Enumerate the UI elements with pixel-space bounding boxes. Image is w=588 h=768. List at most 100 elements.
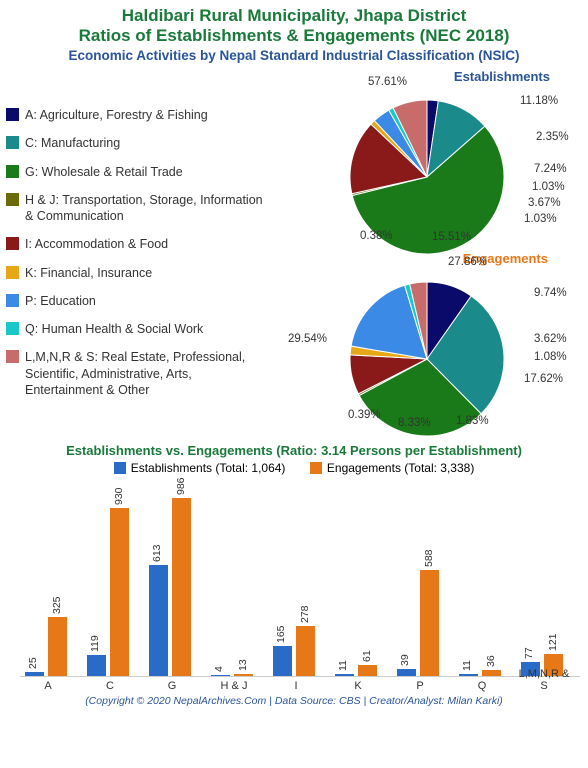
credit: (Copyright © 2020 NepalArchives.Com | Da… <box>6 695 582 707</box>
legend-label: K: Financial, Insurance <box>25 265 152 281</box>
legend-label: H & J: Transportation, Storage, Informat… <box>25 192 272 225</box>
x-label: L,M,N,R & S <box>516 668 572 692</box>
legend-swatch <box>6 136 19 149</box>
legend-label: G: Wholesale & Retail Trade <box>25 164 183 180</box>
x-label: H & J <box>206 680 262 692</box>
bar-est <box>87 655 106 676</box>
legend-item: Q: Human Health & Social Work <box>6 321 272 337</box>
pie-title-establishments: Establishments <box>272 69 582 84</box>
legend-label: C: Manufacturing <box>25 135 120 151</box>
x-label: Q <box>454 680 510 692</box>
bar-chart: 25325A119930C613986G413H & J165278I1161K… <box>6 483 582 693</box>
x-label: K <box>330 680 386 692</box>
legend-swatch <box>6 294 19 307</box>
slice-label: 9.74% <box>534 287 567 299</box>
bar-est <box>459 674 478 676</box>
bar-val-est: 613 <box>151 545 163 563</box>
x-label: P <box>392 680 448 692</box>
slice-label: 29.54% <box>288 333 327 345</box>
legend-item: C: Manufacturing <box>6 135 272 151</box>
pie-title-engagements: Engagements <box>272 251 582 266</box>
legend-item: H & J: Transportation, Storage, Informat… <box>6 192 272 225</box>
x-axis <box>20 676 580 677</box>
bar-eng <box>296 626 315 676</box>
bar-eng <box>420 570 439 676</box>
slice-label: 0.39% <box>348 409 381 421</box>
bar-section: Establishments vs. Engagements (Ratio: 3… <box>6 443 582 693</box>
slice-label: 1.83% <box>456 415 489 427</box>
legend-swatch <box>6 165 19 178</box>
subtitle: Economic Activities by Nepal Standard In… <box>6 48 582 63</box>
slice-label: 11.18% <box>520 95 558 107</box>
legend-label: I: Accommodation & Food <box>25 236 168 252</box>
bar-legend: Establishments (Total: 1,064) Engagement… <box>6 461 582 479</box>
bar-eng <box>482 670 501 676</box>
legend-item: I: Accommodation & Food <box>6 236 272 252</box>
bar-val-eng: 325 <box>51 597 63 615</box>
slice-label: 17.62% <box>524 373 563 385</box>
legend-item: A: Agriculture, Forestry & Fishing <box>6 107 272 123</box>
bar-val-eng: 13 <box>237 659 249 671</box>
legend-swatch <box>6 108 19 121</box>
bar-eng <box>110 508 129 676</box>
bar-val-est: 4 <box>213 666 225 672</box>
slice-label: 3.67% <box>528 197 561 209</box>
slice-label: 15.51% <box>432 231 471 243</box>
slice-label: 1.03% <box>524 213 557 225</box>
slice-label: 1.03% <box>532 181 565 193</box>
bar-est <box>25 672 44 677</box>
bar-val-est: 39 <box>399 654 411 666</box>
bar-est <box>211 675 230 676</box>
legend-label: A: Agriculture, Forestry & Fishing <box>25 107 208 123</box>
bar-est <box>335 674 354 676</box>
x-label: A <box>20 680 76 692</box>
pie-engagements: Engagements 27.86% 9.74% 3.62% 1.08% 17.62% 1… <box>272 251 582 435</box>
bar-val-est: 25 <box>27 657 39 669</box>
legend-item: K: Financial, Insurance <box>6 265 272 281</box>
bar-val-eng: 61 <box>361 650 373 662</box>
legend-label: P: Education <box>25 293 96 309</box>
x-label: G <box>144 680 200 692</box>
slice-label: 0.38% <box>360 230 393 242</box>
bar-eng <box>48 617 67 676</box>
bar-eng <box>172 498 191 676</box>
bar-val-eng: 588 <box>423 549 435 567</box>
slice-label: 3.62% <box>534 333 567 345</box>
slice-label: 8.33% <box>398 417 431 429</box>
bar-est <box>397 669 416 676</box>
legend-item: P: Education <box>6 293 272 309</box>
legend-swatch <box>6 237 19 250</box>
bar-eng <box>358 665 377 676</box>
bar-est <box>273 646 292 676</box>
bar-val-eng: 986 <box>175 477 187 495</box>
slice-label: 2.35% <box>536 131 569 143</box>
slice-label: 57.61% <box>368 76 407 88</box>
slice-label: 7.24% <box>534 163 567 175</box>
bar-val-est: 11 <box>337 660 349 671</box>
legend-label: L,M,N,R & S: Real Estate, Professional, … <box>25 349 272 398</box>
bar-val-eng: 36 <box>485 655 497 667</box>
bar-val-est: 165 <box>275 626 287 644</box>
bar-legend-eng: Engagements (Total: 3,338) <box>327 461 474 475</box>
bar-eng <box>234 674 253 676</box>
title-line1: Haldibari Rural Municipality, Jhapa Dist… <box>6 6 582 26</box>
legend-label: Q: Human Health & Social Work <box>25 321 203 337</box>
bar-title: Establishments vs. Engagements (Ratio: 3… <box>6 443 582 458</box>
slice-label: 1.08% <box>534 351 567 363</box>
legend-swatch <box>6 193 19 206</box>
bar-val-est: 11 <box>461 660 473 671</box>
bar-val-eng: 121 <box>547 634 559 652</box>
legend-swatch <box>6 322 19 335</box>
bar-legend-swatch-est <box>114 462 126 474</box>
x-label: I <box>268 680 324 692</box>
slice-label: 27.86% <box>448 256 487 268</box>
bar-legend-swatch-eng <box>310 462 322 474</box>
bar-legend-est: Establishments (Total: 1,064) <box>131 461 286 475</box>
bar-val-est: 119 <box>89 635 101 652</box>
legend: A: Agriculture, Forestry & Fishing C: Man… <box>6 69 272 435</box>
legend-item: L,M,N,R & S: Real Estate, Professional, … <box>6 349 272 398</box>
title-line2: Ratios of Establishments & Engagements (… <box>6 26 582 46</box>
legend-swatch <box>6 266 19 279</box>
bar-val-eng: 930 <box>113 488 125 506</box>
pie-establishments: Establishments 11.18% 2.35% 7.24% 1.03% 3.67… <box>272 69 582 249</box>
